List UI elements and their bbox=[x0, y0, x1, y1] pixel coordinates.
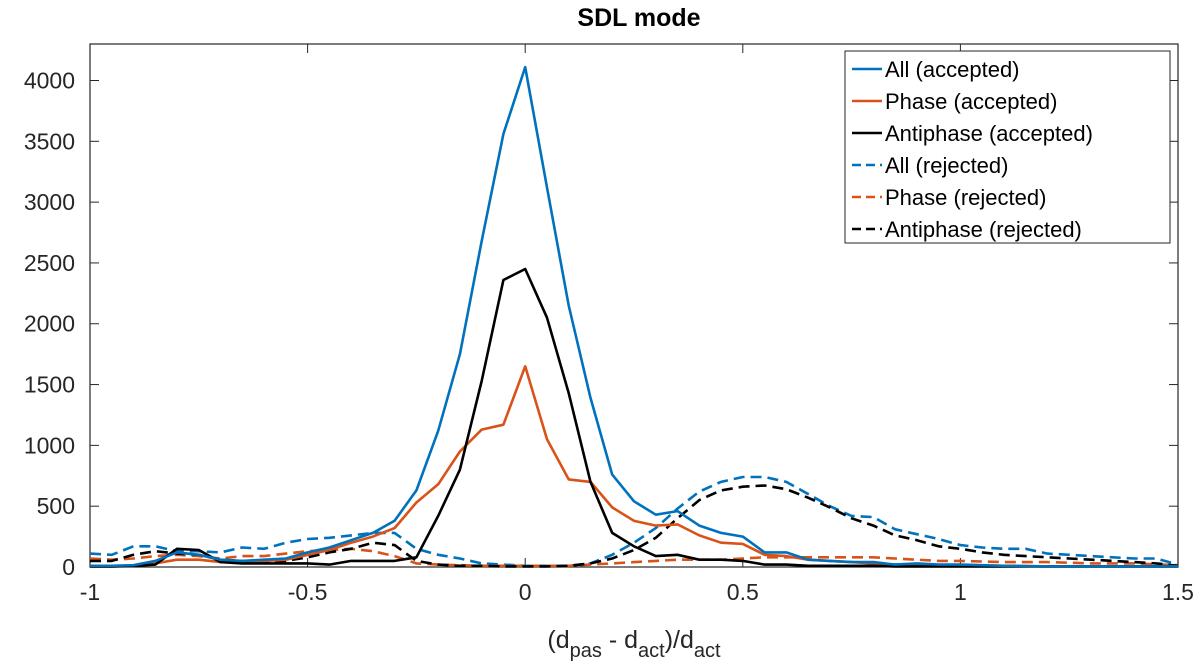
y-tick-label: 1500 bbox=[24, 372, 75, 398]
y-tick-label: 0 bbox=[62, 554, 75, 580]
legend-box bbox=[844, 50, 1171, 244]
series-line-all-rejected bbox=[89, 475, 1179, 568]
x-axis-label-sub-act: act bbox=[638, 640, 665, 662]
x-axis-label-sub-pas: pas bbox=[570, 640, 602, 662]
legend-label: All (accepted) bbox=[885, 57, 1020, 82]
y-tick-label: 2000 bbox=[24, 311, 75, 337]
legend-label: Phase (accepted) bbox=[885, 89, 1057, 114]
x-tick-label: 1.5 bbox=[1162, 579, 1194, 605]
x-tick-label: -0.5 bbox=[288, 579, 328, 605]
legend-label: All (rejected) bbox=[885, 153, 1008, 178]
legend-label: Antiphase (accepted) bbox=[885, 121, 1093, 146]
y-tick-label: 500 bbox=[37, 493, 75, 519]
x-tick-label: 1 bbox=[954, 579, 967, 605]
x-axis-label-sub-act-denominator: act bbox=[694, 640, 721, 662]
x-axis-label: (dpas - dact)/dact bbox=[547, 626, 721, 662]
legend: All (accepted) Phase (accepted) Antiphase … bbox=[844, 50, 1171, 244]
y-tick-label: 4000 bbox=[24, 67, 75, 93]
chart-title: SDL mode bbox=[577, 4, 700, 32]
x-tick-label: -1 bbox=[80, 579, 100, 605]
series-line-phase-rejected bbox=[89, 547, 1179, 568]
x-tick-label: 0.5 bbox=[727, 579, 759, 605]
y-tick-label: 3500 bbox=[24, 128, 75, 154]
x-tick-label: 0 bbox=[519, 579, 532, 605]
y-tick-label: 1000 bbox=[24, 432, 75, 458]
y-tick-label: 2500 bbox=[24, 250, 75, 276]
y-tick-label: 3000 bbox=[24, 189, 75, 215]
x-axis-label-part-open: (d bbox=[547, 626, 569, 654]
legend-label: Antiphase (rejected) bbox=[885, 217, 1082, 242]
series-line-all-accepted bbox=[90, 65, 1178, 568]
legend-label: Phase (rejected) bbox=[885, 185, 1046, 210]
axis-tick-labels: -1 -0.5 0 0.5 1 1.5 0 500 1000 1500 2000 2500 3000 35… bbox=[24, 67, 1194, 605]
series-line-antiphase-accepted bbox=[90, 267, 1178, 568]
x-axis-label-part-mid: - d bbox=[602, 626, 638, 654]
series-lines bbox=[89, 65, 1179, 568]
legend-entries: All (accepted) Phase (accepted) Antiphase … bbox=[852, 57, 1093, 242]
x-axis-label-part-close: )/d bbox=[665, 626, 694, 654]
